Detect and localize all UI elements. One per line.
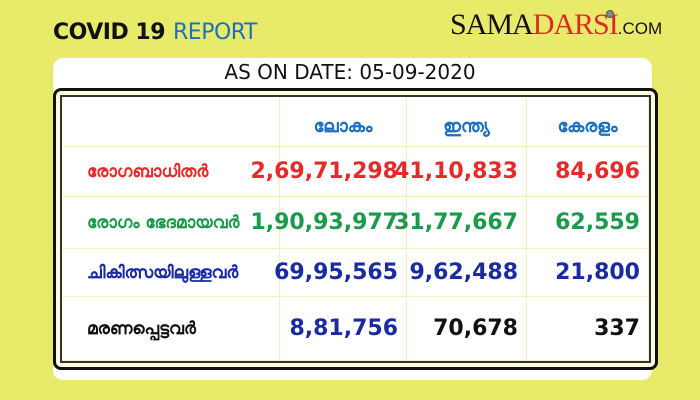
column-header	[62, 97, 280, 147]
value-cell: 69,95,565	[274, 249, 407, 297]
value-cell: 8,81,756	[280, 297, 407, 361]
value-cell: 41,10,833	[394, 147, 527, 197]
row-label: മരണപ്പെട്ടവർ	[62, 297, 280, 361]
column-header: ലോകം	[280, 97, 407, 147]
value-cell: 9,62,488	[407, 249, 527, 297]
value-cell: 31,77,667	[394, 197, 527, 249]
column-header: ഇന്ത്യ	[407, 97, 527, 147]
logo-dot-icon	[606, 10, 614, 18]
value-cell: 21,800	[527, 249, 649, 297]
row-label: രോഗം ഭേദമായവർ	[62, 197, 280, 249]
value-cell: 62,559	[527, 197, 649, 249]
report-title: COVID 19 REPORT	[53, 20, 257, 45]
value-cell: 1,90,93,977	[250, 197, 407, 249]
row-label: ചികിത്സയിലുള്ളവർ	[62, 249, 280, 297]
samadarsi-logo: SAMADARSI.COM	[450, 8, 663, 41]
row-label: രോഗബാധിതർ	[62, 147, 280, 197]
value-cell: 2,69,71,298	[250, 147, 407, 197]
stats-table: ലോകം ഇന്ത്യ കേരളം രോഗബാധിതർ 2,69,71,298 41,10…	[53, 88, 658, 370]
date-label: AS ON DATE: 05-09-2020	[224, 60, 476, 84]
value-cell: 84,696	[527, 147, 649, 197]
value-cell: 70,678	[407, 297, 527, 361]
value-cell: 337	[527, 297, 649, 361]
column-header: കേരളം	[527, 97, 649, 147]
